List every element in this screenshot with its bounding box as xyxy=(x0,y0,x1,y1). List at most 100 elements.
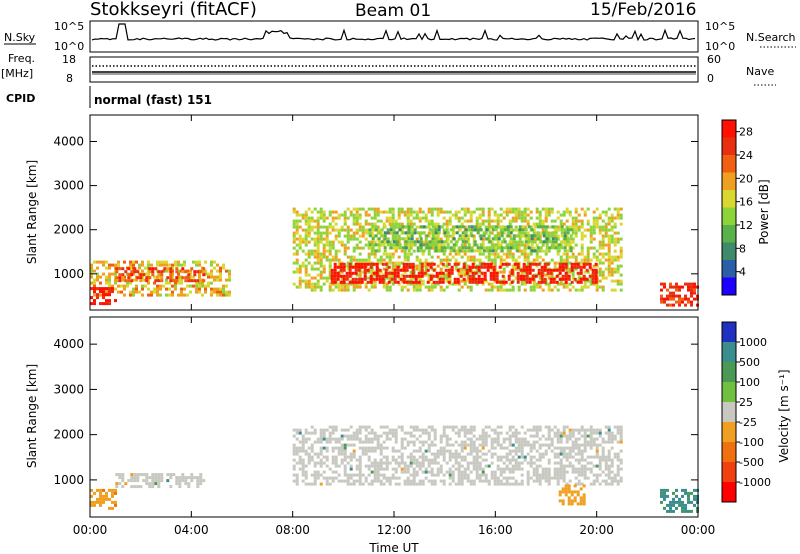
data-cell-0-3 xyxy=(529,288,533,292)
data-cell-0-4 xyxy=(330,271,334,275)
data-cell-0-3 xyxy=(574,288,578,292)
data-cell-1-2 xyxy=(319,461,323,465)
data-cell-0-3 xyxy=(316,279,320,283)
data-cell-0-4 xyxy=(585,262,589,266)
data-cell-1-2 xyxy=(295,476,299,480)
data-cell-1-2 xyxy=(400,467,404,471)
data-cell-1-2 xyxy=(388,476,392,480)
data-cell-0-3 xyxy=(520,240,524,244)
data-cell-0-3 xyxy=(445,222,449,226)
data-cell-0-4 xyxy=(534,262,538,266)
data-cell-1-1 xyxy=(178,482,182,486)
data-cell-0-3 xyxy=(535,252,539,256)
data-cell-0-3 xyxy=(340,240,344,244)
data-cell-0-3 xyxy=(454,282,458,286)
data-cell-0-4 xyxy=(354,271,358,275)
data-cell-1-2 xyxy=(580,425,584,429)
data-cell-0-5 xyxy=(551,243,555,247)
data-cell-0-3 xyxy=(316,216,320,220)
data-cell-1-2 xyxy=(394,470,398,474)
data-cell-0-1 xyxy=(151,273,155,277)
data-cell-0-5 xyxy=(422,249,426,253)
data-cell-0-3 xyxy=(307,231,311,235)
data-cell-0-3 xyxy=(334,285,338,289)
data-cell-0-4 xyxy=(591,280,595,284)
data-cell-0-3 xyxy=(319,258,323,262)
data-cell-0-3 xyxy=(610,237,614,241)
data-cell-1-2 xyxy=(298,467,302,471)
data-cell-0-5 xyxy=(428,243,432,247)
data-cell-1-2 xyxy=(358,455,362,459)
data-cell-1-2 xyxy=(337,464,341,468)
data-cell-0-3 xyxy=(424,258,428,262)
data-cell-0-3 xyxy=(307,261,311,265)
data-cell-0-3 xyxy=(610,261,614,265)
data-cell-1-2 xyxy=(391,431,395,435)
data-cell-1-2 xyxy=(382,482,386,486)
sky-right-label: N.Search xyxy=(746,31,796,44)
data-cell-1-3 xyxy=(573,496,577,500)
data-cell-1-2 xyxy=(361,482,365,486)
data-cell-0-3 xyxy=(538,285,542,289)
data-cell-0-3 xyxy=(442,258,446,262)
data-cell-1-2 xyxy=(565,425,569,429)
data-cell-1-2 xyxy=(343,452,347,456)
data-cell-0-3 xyxy=(346,288,350,292)
data-cell-0-3 xyxy=(304,264,308,268)
data-cell-1-2 xyxy=(616,479,620,483)
data-cell-1-2 xyxy=(601,449,605,453)
data-cell-0-4 xyxy=(579,280,583,284)
data-cell-1-2 xyxy=(604,425,608,429)
data-cell-0-0 xyxy=(96,275,99,279)
data-cell-0-0 xyxy=(144,266,147,270)
data-cell-0-0 xyxy=(207,284,210,288)
data-cell-1-2 xyxy=(454,425,458,429)
data-cell-0-3 xyxy=(385,252,389,256)
data-cell-0-3 xyxy=(307,216,311,220)
data-cell-0-3 xyxy=(481,240,485,244)
data-cell-0-4 xyxy=(507,274,511,278)
data-cell-0-3 xyxy=(301,279,305,283)
data-cell-0-3 xyxy=(601,246,605,250)
data-cell-0-4 xyxy=(375,262,379,266)
data-cell-0-3 xyxy=(583,285,587,289)
data-cell-0-0 xyxy=(171,266,174,270)
data-cell-1-2 xyxy=(364,479,368,483)
data-cell-1-0 xyxy=(108,506,111,510)
data-cell-0-0 xyxy=(219,290,222,294)
data-cell-0-3 xyxy=(376,213,380,217)
data-cell-0-3 xyxy=(610,267,614,271)
data-cell-1-2 xyxy=(373,473,377,477)
data-cell-1-2 xyxy=(583,476,587,480)
data-cell-1-2 xyxy=(577,452,581,456)
data-cell-0-3 xyxy=(460,255,464,259)
data-cell-0-3 xyxy=(454,267,458,271)
data-cell-0-3 xyxy=(613,267,617,271)
data-cell-0-3 xyxy=(358,270,362,274)
data-cell-1-2 xyxy=(415,482,419,486)
data-cell-0-3 xyxy=(367,213,371,217)
data-cell-0-3 xyxy=(313,288,317,292)
data-cell-0-3 xyxy=(583,258,587,262)
data-cell-1-1 xyxy=(139,485,143,489)
data-cell-1-0 xyxy=(90,503,93,507)
data-cell-0-4 xyxy=(528,265,532,269)
data-cell-0-4 xyxy=(351,280,355,284)
data-cell-1-2 xyxy=(571,443,575,447)
data-cell-0-5 xyxy=(485,228,489,232)
data-cell-0-5 xyxy=(455,249,459,253)
data-cell-0-1 xyxy=(160,276,164,280)
data-cell-0-3 xyxy=(502,288,506,292)
data-cell-1-2 xyxy=(442,482,446,486)
data-cell-0-5 xyxy=(404,240,408,244)
data-cell-0-3 xyxy=(580,207,584,211)
data-cell-0-5 xyxy=(476,249,480,253)
data-cell-1-2 xyxy=(352,452,356,456)
data-cell-0-3 xyxy=(310,288,314,292)
data-cell-1-2 xyxy=(409,464,413,468)
data-cell-1-1 xyxy=(130,479,134,483)
data-cell-0-3 xyxy=(568,261,572,265)
data-cell-1-2 xyxy=(508,467,512,471)
data-cell-0-6 xyxy=(684,297,687,301)
data-cell-0-3 xyxy=(406,240,410,244)
